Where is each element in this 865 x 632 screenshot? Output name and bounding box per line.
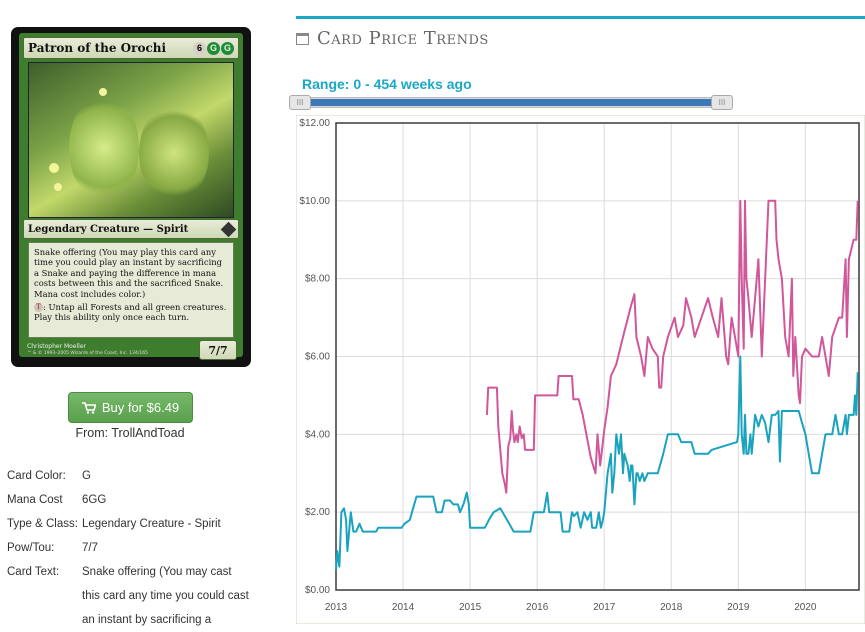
- x-tick-label: 2013: [325, 602, 348, 613]
- card-rules-text: Snake offering (You may play this card a…: [28, 242, 234, 338]
- y-tick-label: $4.00: [305, 429, 330, 440]
- card-image: Patron of the Orochi 6 G G Legendary Cre…: [11, 27, 251, 367]
- card-info-table: Card Color: G Mana Cost 6GG Type & Class…: [7, 470, 252, 626]
- set-symbol-icon: [220, 221, 237, 237]
- cart-icon: [81, 401, 96, 414]
- card-artwork: [28, 62, 234, 218]
- info-value: G: [82, 470, 91, 482]
- card-power-toughness: 7/7: [199, 340, 237, 360]
- chart-axes-box: [335, 122, 860, 591]
- mana-green-icon: G: [221, 41, 234, 55]
- info-label: Type & Class:: [7, 518, 78, 530]
- section-header: Card Price Trends: [296, 28, 489, 49]
- x-tick-label: 2020: [794, 602, 817, 613]
- range-slider-start-handle[interactable]: III: [289, 95, 311, 110]
- range-slider[interactable]: III III: [289, 95, 733, 110]
- info-label: Mana Cost: [7, 494, 63, 506]
- mana-generic-icon: 6: [193, 41, 206, 55]
- info-row-type-class: Type & Class: Legendary Creature - Spiri…: [7, 518, 252, 542]
- info-value: Snake offering (You may cast this card a…: [82, 566, 249, 626]
- info-row-mana-cost: Mana Cost 6GG: [7, 494, 252, 518]
- buy-source: From: TrollAndToad: [75, 426, 185, 440]
- y-tick-label: $8.00: [305, 274, 330, 285]
- range-label: Range: 0 - 454 weeks ago: [302, 76, 472, 92]
- card-mana-cost: 6 G G: [193, 41, 234, 55]
- section-title: Card Price Trends: [317, 28, 489, 49]
- info-label: Card Color:: [7, 470, 66, 482]
- range-slider-end-handle[interactable]: III: [711, 95, 733, 110]
- x-tick-label: 2016: [526, 602, 549, 613]
- x-tick-label: 2017: [593, 602, 616, 613]
- price-trend-chart: $0.00 $2.00 $4.00 $6.00 $8.00 $10.00 $12.00 201…: [296, 115, 865, 624]
- buy-button[interactable]: Buy for $6.49: [68, 392, 193, 423]
- info-value: Legendary Creature - Spirit: [82, 518, 221, 530]
- y-tick-label: $2.00: [305, 507, 330, 518]
- foil-price-line: [485, 199, 859, 494]
- range-slider-fill: [307, 99, 719, 106]
- y-tick-label: $12.00: [299, 118, 330, 129]
- info-value: 6GG: [82, 494, 107, 506]
- x-tick-label: 2018: [660, 602, 683, 613]
- card-type-line: Legendary Creature — Spirit: [28, 223, 189, 235]
- regular-price-line: [335, 355, 859, 571]
- card-artist: Christopher Moeller: [27, 343, 86, 350]
- card-copyright: ™ & © 1993–2005 Wizards of the Coast, In…: [27, 351, 148, 356]
- card-type-bar: Legendary Creature — Spirit: [23, 219, 239, 239]
- card-title-bar: Patron of the Orochi 6 G G: [23, 37, 239, 59]
- y-tick-label: $6.00: [305, 352, 330, 363]
- info-row-card-text: Card Text: Snake offering (You may cast …: [7, 566, 252, 626]
- info-row-pow-tou: Pow/Tou: 7/7: [7, 542, 252, 566]
- card-rules-paragraph-2: T: Untap all Forests and all green creat…: [34, 302, 228, 323]
- x-tick-label: 2014: [392, 602, 415, 613]
- info-value: 7/7: [82, 542, 98, 554]
- card-name: Patron of the Orochi: [28, 41, 167, 55]
- calendar-icon: [296, 32, 309, 45]
- tap-symbol-icon: T: [34, 303, 43, 313]
- x-tick-label: 2019: [727, 602, 750, 613]
- card-rules-ability: : Untap all Forests and all green creatu…: [34, 302, 227, 323]
- card-rules-paragraph-1: Snake offering (You may play this card a…: [34, 247, 224, 299]
- info-row-color: Card Color: G: [7, 470, 252, 494]
- y-tick-label: $10.00: [299, 196, 330, 207]
- y-tick-label: $0.00: [305, 585, 330, 596]
- x-tick-label: 2015: [459, 602, 482, 613]
- card-frame: Patron of the Orochi 6 G G Legendary Cre…: [19, 33, 243, 360]
- mana-green-icon: G: [207, 41, 220, 55]
- info-label: Pow/Tou:: [7, 542, 55, 554]
- buy-button-label: Buy for $6.49: [101, 400, 180, 415]
- section-top-rule: [296, 16, 865, 19]
- info-label: Card Text:: [7, 566, 60, 578]
